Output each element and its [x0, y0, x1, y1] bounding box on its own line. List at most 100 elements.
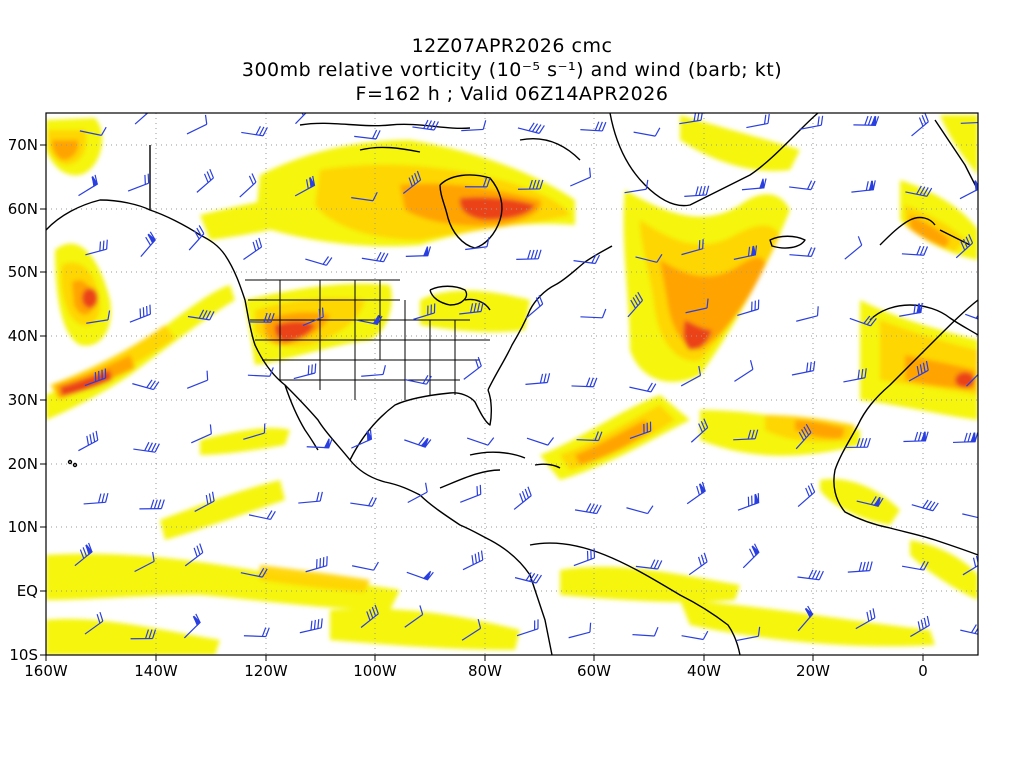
wind-barb: [629, 382, 657, 393]
lat-label-50n: 50N: [8, 263, 38, 281]
wind-barb: [633, 127, 661, 137]
wind-barb: [305, 256, 333, 266]
wind-barb: [910, 615, 930, 638]
lon-label-160w: 160W: [24, 662, 68, 680]
wind-barb: [188, 225, 205, 251]
lon-label-40w: 40W: [687, 662, 721, 680]
wind-barb: [130, 629, 157, 640]
title-block: 12Z07APR2026 cmc 300mb relative vorticit…: [0, 34, 1024, 106]
wind-barb: [570, 167, 592, 187]
wind-barb: [239, 173, 257, 198]
wind-barb: [186, 370, 209, 389]
wind-barb: [635, 559, 663, 570]
wind-barb: [580, 121, 607, 132]
wind-barb: [681, 630, 709, 641]
wind-barb: [789, 247, 816, 257]
wind-barb: [734, 360, 754, 382]
wind-barb: [627, 291, 644, 318]
wind-barb: [901, 560, 929, 571]
wind-barb: [965, 313, 978, 320]
wind-barb: [247, 367, 274, 377]
wind-barb: [576, 431, 603, 442]
wind-barb: [298, 491, 323, 504]
wind-barb: [737, 493, 760, 511]
wind-barb: [513, 486, 532, 510]
wind-barb: [741, 178, 767, 191]
wind-barb: [635, 253, 663, 263]
wind-barb: [187, 309, 215, 321]
wind-barb: [360, 604, 379, 628]
wind-barb: [241, 126, 268, 137]
wind-barb: [248, 510, 276, 521]
wind-barb: [624, 179, 649, 194]
wind-barb: [461, 619, 482, 641]
wind-barb: [133, 441, 160, 453]
wind-barb: [525, 294, 544, 319]
latitude-labels: 70N 60N 50N 40N 30N 20N 10N EQ 10S: [8, 136, 38, 664]
wind-barb: [799, 115, 824, 130]
lat-label-eq: EQ: [17, 582, 38, 600]
wind-barb: [351, 561, 379, 571]
wind-barb: [306, 438, 333, 449]
graticule: [46, 113, 978, 655]
wind-barb: [243, 423, 266, 440]
longitude-labels: 160W 140W 120W 100W 80W 60W 40W 20W 0: [24, 662, 928, 680]
wind-barb: [464, 177, 491, 188]
wind-barb: [460, 484, 482, 503]
wind-barb: [856, 496, 884, 507]
wind-barb: [905, 185, 933, 197]
wind-barb: [302, 307, 324, 327]
axis-ticks: [40, 144, 924, 661]
wind-barb: [681, 239, 704, 256]
wind-barb: [404, 605, 424, 628]
wind-barb: [851, 180, 876, 193]
wind-barb: [406, 570, 434, 581]
wind-barb: [404, 436, 432, 448]
lat-label-30n: 30N: [8, 391, 38, 409]
wind-barb: [797, 483, 816, 508]
title-valid-line: F=162 h ; Valid 06Z14APR2026: [355, 83, 669, 105]
wind-barb: [85, 239, 108, 256]
wind-barb: [243, 237, 263, 261]
wind-barb: [573, 548, 596, 567]
coastlines: [46, 113, 978, 655]
wind-barb: [463, 356, 482, 380]
wind-barb: [83, 492, 109, 505]
wind-barb: [903, 431, 929, 443]
wind-barb: [525, 373, 551, 386]
vorticity-shading: [46, 115, 978, 655]
wind-barb: [736, 626, 761, 642]
wind-barb: [517, 122, 545, 134]
wind-barb: [629, 421, 652, 439]
wind-barb: [526, 437, 555, 446]
state-borders: [245, 279, 490, 400]
wind-barb: [911, 499, 939, 512]
wind-barb: [632, 626, 659, 637]
wind-barb: [405, 246, 432, 257]
wind-barb: [733, 245, 758, 260]
lat-label-60n: 60N: [8, 200, 38, 218]
wind-barb: [791, 361, 816, 376]
wind-barb: [580, 308, 607, 319]
lat-label-70n: 70N: [8, 136, 38, 154]
wind-barb: [132, 379, 160, 391]
wind-barb: [361, 251, 389, 263]
wind-barb: [686, 481, 706, 505]
wind-barb: [84, 611, 104, 635]
wind-barb: [404, 375, 432, 385]
wind-barb: [240, 567, 268, 578]
lat-label-40n: 40N: [8, 327, 38, 345]
wind-barb: [690, 418, 709, 443]
wind-barb: [845, 437, 871, 449]
wind-barb: [355, 315, 383, 325]
lat-label-10n: 10N: [8, 518, 38, 536]
wind-barb: [960, 624, 978, 635]
wind-barb: [514, 572, 542, 584]
wind-barb: [574, 503, 602, 515]
wind-barb: [413, 303, 436, 320]
wind-barb: [84, 368, 107, 387]
wind-barb: [573, 254, 601, 265]
wind-barb: [465, 237, 490, 251]
wind-barb: [847, 561, 873, 573]
